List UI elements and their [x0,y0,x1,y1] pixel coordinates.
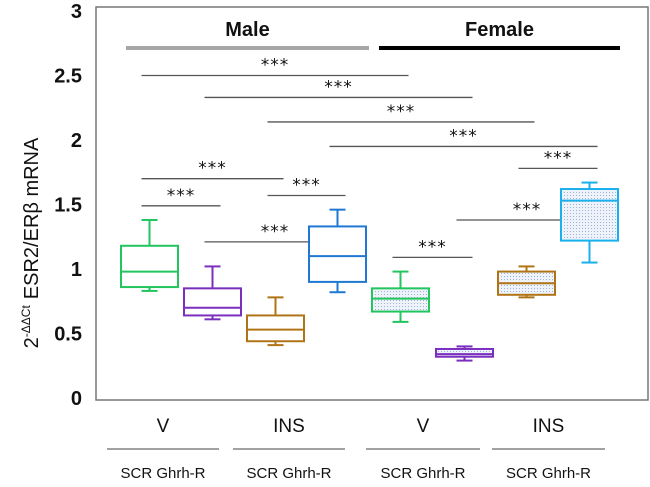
x-subcategory-label: SCR Ghrh-R [120,465,205,482]
significance-stars: *** [513,200,542,220]
significance-stars: *** [167,186,196,206]
box-iqr [120,244,179,289]
box-female-v-ghrh-r [435,345,494,362]
box-iqr [435,347,494,358]
significance-stars: *** [261,56,290,76]
group-label-male: Male [225,19,269,41]
box-female-ins-ghrh-r [560,181,619,264]
y-axis-label-base: 2 [21,337,43,348]
y-tick-label: 2.5 [54,66,82,88]
significance-stars: *** [324,77,353,97]
group-label-female: Female [465,19,534,41]
box-female-v-scr [371,270,430,323]
y-axis-label: 2-ΔΔCt ESR2/ERβ mRNA [19,137,43,348]
x-subcategory-label: SCR Ghrh-R [246,465,331,482]
box-iqr [246,314,305,343]
x-subcategory-label: SCR Ghrh-R [506,465,591,482]
x-treatment-label: V [417,416,430,437]
x-treatment-label: INS [533,416,565,437]
y-axis-label-main: ESR2/ERβ mRNA [21,137,43,299]
box-iqr [183,287,242,317]
significance-stars: *** [261,222,290,242]
significance-stars: *** [292,175,321,195]
x-treatment-label: V [157,416,170,437]
x-subcategory-label: SCR Ghrh-R [380,465,465,482]
box-male-v-ghrh-r [183,265,242,321]
box-iqr [371,287,430,313]
significance-stars: *** [387,102,416,122]
box-male-ins-scr [246,296,305,347]
box-iqr [308,225,367,283]
y-tick-label: 0 [71,388,82,410]
box-iqr [560,188,619,242]
y-tick-label: 1 [71,259,82,281]
plot-frame [95,6,649,401]
significance-stars: *** [198,159,227,179]
significance-stars: *** [449,126,478,146]
y-axis-label-superscript: -ΔΔCt [19,305,33,338]
y-tick-label: 2 [71,130,82,152]
box-female-ins-scr [497,265,556,299]
significance-stars: *** [544,148,573,168]
box-male-v-scr [120,218,179,292]
x-treatment-label: INS [273,416,305,437]
y-tick-label: 1.5 [54,195,82,217]
box-male-ins-ghrh-r [308,208,367,294]
y-tick-label: 3 [71,1,82,23]
y-tick-label: 0.5 [54,324,82,346]
significance-stars: *** [418,237,447,257]
